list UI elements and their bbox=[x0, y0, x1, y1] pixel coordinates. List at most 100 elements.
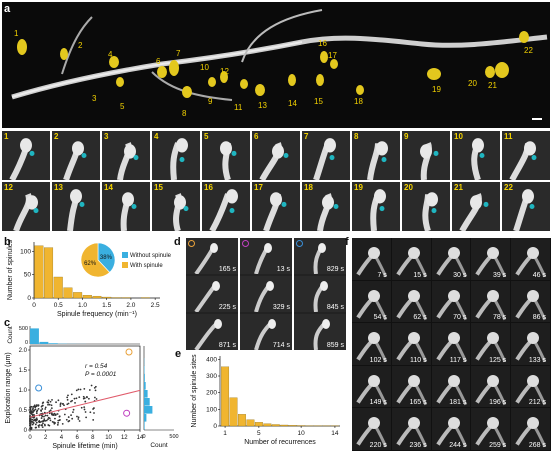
tile-number: 5 bbox=[204, 132, 209, 141]
timelapse-tile: 236 s bbox=[391, 408, 431, 450]
scatter-point bbox=[57, 399, 60, 402]
histogram-bar bbox=[82, 295, 92, 299]
time-label: 859 s bbox=[326, 342, 344, 349]
timelapse-tile: 125 s bbox=[471, 323, 511, 365]
time-label: 845 s bbox=[326, 304, 344, 311]
histogram-bar bbox=[229, 397, 238, 427]
time-label: 714 s bbox=[272, 342, 290, 349]
spinule-tile: 9 bbox=[402, 131, 450, 180]
scatter-point bbox=[48, 417, 51, 420]
spinule-tile: 20 bbox=[402, 182, 450, 231]
legend-label: Without spinule bbox=[130, 253, 172, 259]
scatter-point bbox=[42, 422, 44, 425]
tile-drawing bbox=[356, 247, 388, 278]
scatter-point bbox=[59, 418, 61, 421]
time-label: 78 s bbox=[492, 314, 507, 322]
tile-drawing bbox=[396, 289, 427, 320]
y-axis-label: Exploration range (μm) bbox=[5, 352, 12, 423]
scatter-point bbox=[46, 401, 49, 404]
time-label: 829 s bbox=[326, 266, 344, 273]
spine-label: 17 bbox=[328, 51, 337, 60]
scatter-point bbox=[94, 385, 97, 388]
timelapse-tile: 196 s bbox=[471, 365, 511, 408]
scatter-point bbox=[29, 424, 31, 426]
pie-slice-label: 62% bbox=[84, 261, 97, 267]
scatter-point bbox=[90, 384, 93, 387]
scatter-point bbox=[67, 416, 70, 418]
scatter-point bbox=[34, 423, 37, 426]
spinule-gallery: 1 2 3 4 5 6 7 8 9 10 11 12 13 14 15 16 17 18 19 20 21 22 bbox=[2, 131, 550, 231]
tile-drawing bbox=[9, 138, 35, 180]
time-label: 165 s bbox=[409, 399, 427, 407]
right-hist-bar bbox=[144, 390, 148, 398]
timelapse-frame: 225 s bbox=[186, 276, 238, 312]
timelapse-tile: 30 s bbox=[431, 238, 471, 280]
scatter-point bbox=[40, 424, 43, 427]
x-tick-label: 2.5 bbox=[151, 302, 160, 309]
scatter-point bbox=[94, 389, 97, 392]
scatter-point bbox=[42, 419, 45, 422]
frame-drawing bbox=[194, 243, 218, 274]
x-tick-label: 14 bbox=[331, 430, 339, 437]
x-tick-label: 1.5 bbox=[102, 302, 111, 309]
tile-drawing bbox=[67, 189, 85, 231]
highlighted-point bbox=[35, 384, 43, 392]
tile-number: 10 bbox=[454, 132, 463, 141]
scatter-point bbox=[47, 399, 50, 402]
scatter-point bbox=[41, 408, 44, 410]
y-tick-label: 1.0 bbox=[19, 388, 28, 394]
scatter-point bbox=[47, 424, 50, 426]
scatter-point bbox=[89, 411, 92, 414]
x-tick-label: 10 bbox=[298, 430, 306, 437]
timelapse-tile: 46 s bbox=[511, 238, 550, 280]
right-hist-bar bbox=[144, 398, 150, 406]
time-label: 871 s bbox=[218, 342, 236, 349]
tile-drawing bbox=[515, 247, 547, 278]
histogram-bar bbox=[53, 276, 63, 299]
histogram-bar bbox=[73, 292, 83, 299]
x-tick-label: 0 bbox=[32, 302, 36, 309]
tile-drawing bbox=[356, 374, 388, 406]
scatter-point bbox=[29, 408, 32, 410]
spinule-tile: 15 bbox=[152, 182, 200, 231]
time-label: 117 s bbox=[449, 356, 467, 364]
scatter-point bbox=[82, 397, 85, 400]
scatter-point bbox=[47, 418, 49, 421]
spine-label: 2 bbox=[78, 41, 83, 50]
top-hist-tick: 0 bbox=[25, 340, 28, 346]
scatter-point bbox=[40, 417, 43, 419]
spine-label: 13 bbox=[258, 101, 267, 110]
time-label: 102 s bbox=[369, 356, 387, 364]
time-label: 46 s bbox=[532, 271, 546, 279]
spine-label: 1 bbox=[14, 29, 19, 38]
scatter-point bbox=[39, 421, 42, 423]
histogram-bar bbox=[92, 295, 102, 299]
scatter-point bbox=[72, 408, 75, 411]
scatter-point bbox=[50, 404, 53, 407]
scatter-point bbox=[48, 410, 51, 413]
y-axis-label: Number of spinules bbox=[7, 239, 14, 300]
time-label: 149 s bbox=[369, 399, 387, 407]
scatter-point bbox=[46, 414, 49, 417]
scatter-point bbox=[49, 400, 52, 403]
top-hist-bar bbox=[48, 343, 58, 344]
spine-label: 5 bbox=[120, 102, 125, 111]
timelapse-frame: 714 s bbox=[240, 314, 292, 350]
spinule-tile: 1 bbox=[2, 131, 50, 180]
right-hist-bar bbox=[144, 414, 147, 422]
scatter-point bbox=[80, 406, 83, 409]
y-tick-label: 100 bbox=[206, 406, 217, 413]
tile-drawing bbox=[475, 332, 507, 363]
histogram-bar bbox=[288, 425, 297, 427]
timelapse-tile: 54 s bbox=[352, 280, 391, 323]
scatter-point bbox=[44, 406, 47, 409]
scatter-point bbox=[29, 420, 32, 423]
scatter-point bbox=[83, 387, 86, 390]
spine-label: 15 bbox=[314, 97, 323, 106]
x-tick-label: 14 bbox=[137, 435, 144, 441]
y-tick-label: 200 bbox=[206, 390, 217, 397]
tile-number: 9 bbox=[404, 132, 409, 141]
scatter-point bbox=[31, 413, 34, 416]
spinule-tile: 17 bbox=[252, 182, 300, 231]
